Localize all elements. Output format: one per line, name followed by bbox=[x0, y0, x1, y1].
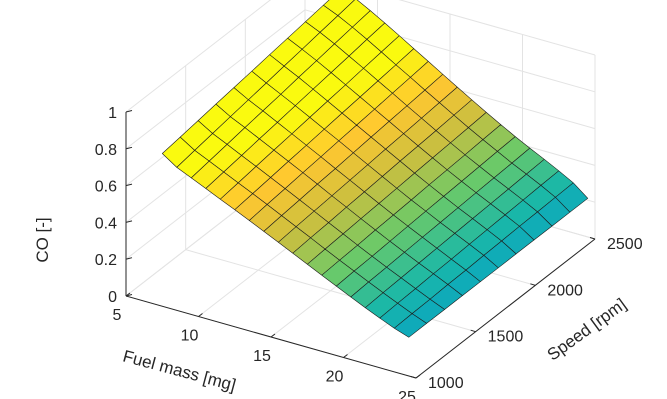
y-tick-mark bbox=[589, 237, 596, 240]
surface-mesh bbox=[162, 0, 589, 338]
x-tick-mark bbox=[198, 313, 203, 317]
y-axis-label: Speed [rpm] bbox=[544, 295, 630, 365]
z-tick-label: 1 bbox=[108, 105, 117, 122]
z-tick-mark bbox=[125, 183, 133, 187]
grid-line bbox=[125, 0, 272, 113]
x-tick-label: 20 bbox=[326, 369, 344, 386]
x-tick-label: 15 bbox=[253, 348, 271, 365]
x-tick-mark bbox=[343, 354, 348, 358]
z-tick-label: 0.2 bbox=[95, 252, 117, 269]
x-tick-label: 25 bbox=[398, 389, 416, 399]
y-tick-mark bbox=[530, 283, 536, 286]
y-tick-label: 2500 bbox=[607, 236, 643, 253]
y-tick-mark bbox=[470, 329, 476, 333]
axes bbox=[125, 110, 596, 379]
z-tick-mark bbox=[125, 146, 133, 150]
y-tick-label: 1500 bbox=[488, 329, 524, 346]
x-tick-label: 5 bbox=[113, 307, 122, 324]
surface-patch bbox=[393, 313, 427, 338]
y-tick-label: 1000 bbox=[428, 375, 464, 392]
x-tick-mark bbox=[125, 292, 131, 297]
z-tick-mark bbox=[125, 257, 133, 260]
grid-line bbox=[398, 0, 596, 56]
y-tick-label: 2000 bbox=[547, 282, 583, 299]
z-tick-label: 0 bbox=[108, 289, 117, 306]
x-tick-mark bbox=[415, 374, 421, 379]
grid-line bbox=[125, 9, 306, 150]
z-axis-label: CO [-] bbox=[33, 217, 52, 262]
y-tick-mark bbox=[410, 376, 417, 379]
x-tick-label: 10 bbox=[181, 328, 199, 345]
x-tick-mark bbox=[270, 333, 276, 338]
z-tick-label: 0.8 bbox=[95, 142, 117, 159]
y-axis-line bbox=[415, 238, 596, 379]
z-tick-mark bbox=[125, 220, 133, 223]
x-axis-label: Fuel mass [mg] bbox=[121, 346, 238, 394]
z-tick-label: 0.6 bbox=[95, 179, 117, 196]
z-tick-label: 0.4 bbox=[95, 215, 117, 232]
z-tick-mark bbox=[125, 110, 133, 113]
